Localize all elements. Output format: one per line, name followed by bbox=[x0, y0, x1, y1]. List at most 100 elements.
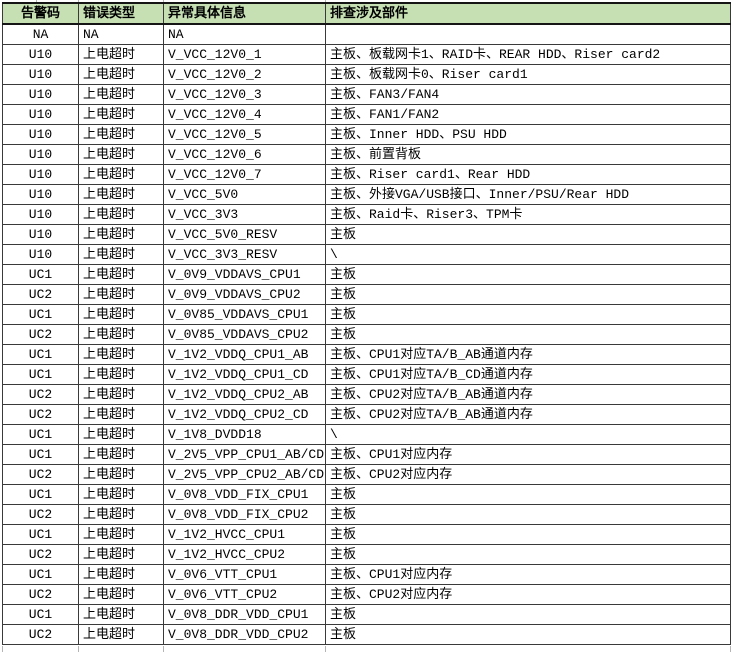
cell-parts[interactable]: 主板 bbox=[325, 224, 731, 245]
cell-parts[interactable]: 主板、CPU1对应内存 bbox=[325, 444, 731, 465]
cell-code[interactable]: UC2 bbox=[2, 624, 79, 645]
cell-type[interactable]: 上电超时 bbox=[78, 144, 164, 165]
cell-code[interactable]: UC2 bbox=[2, 324, 79, 345]
cell-type[interactable]: 上电超时 bbox=[78, 444, 164, 465]
cell-parts[interactable]: 主板、CPU2对应TA/B_AB通道内存 bbox=[325, 384, 731, 405]
cell-type[interactable]: 上电超时 bbox=[78, 384, 164, 405]
cell-parts[interactable]: 主板 bbox=[325, 304, 731, 325]
cell-code[interactable]: UC2 bbox=[2, 584, 79, 605]
cell-detail[interactable]: V_VCC_12V0_6 bbox=[163, 144, 326, 165]
cell-type[interactable]: 上电超时 bbox=[78, 344, 164, 365]
cell-code[interactable]: U10 bbox=[2, 64, 79, 85]
cell-detail[interactable]: V_0V8_VDD_FIX_CPU2 bbox=[163, 504, 326, 525]
cell-type[interactable]: 上电超时 bbox=[78, 524, 164, 545]
cell-type[interactable]: 上电超时 bbox=[78, 124, 164, 145]
cell-type[interactable]: 上电超时 bbox=[78, 624, 164, 645]
cell-detail[interactable]: V_0V8_DDR_VDD_CPU2 bbox=[163, 624, 326, 645]
cell-parts[interactable]: 主板、Riser card1、Rear HDD bbox=[325, 164, 731, 185]
cell-code[interactable]: UC1 bbox=[2, 564, 79, 585]
cell-detail[interactable]: V_1V2_VDDQ_CPU1_AB bbox=[163, 344, 326, 365]
cell-code[interactable]: UC2 bbox=[2, 544, 79, 565]
cell-code[interactable]: UC1 bbox=[2, 484, 79, 505]
cell-parts[interactable]: 主板、FAN1/FAN2 bbox=[325, 104, 731, 125]
cell-type[interactable]: 上电超时 bbox=[78, 84, 164, 105]
cell-parts[interactable]: 主板 bbox=[325, 504, 731, 525]
cell-parts[interactable]: 主板 bbox=[325, 484, 731, 505]
cell-type[interactable]: 上电超时 bbox=[78, 364, 164, 385]
cell-detail[interactable]: V_0V8_DDR_VDD_CPU1 bbox=[163, 604, 326, 625]
cell-parts[interactable]: 主板、CPU1对应内存 bbox=[325, 564, 731, 585]
cell-parts[interactable]: 主板、外接VGA/USB接口、Inner/PSU/Rear HDD bbox=[325, 184, 731, 205]
cell-parts[interactable] bbox=[325, 23, 731, 45]
cell-detail[interactable]: V_1V2_VDDQ_CPU1_CD bbox=[163, 364, 326, 385]
cell-code[interactable]: U10 bbox=[2, 124, 79, 145]
cell-type[interactable]: 上电超时 bbox=[78, 564, 164, 585]
cell-parts[interactable]: 主板 bbox=[325, 264, 731, 285]
cell-parts[interactable]: \ bbox=[325, 424, 731, 445]
cell-parts[interactable]: 主板、CPU1对应TA/B_AB通道内存 bbox=[325, 344, 731, 365]
cell-type[interactable]: 上电超时 bbox=[78, 404, 164, 425]
cell-detail[interactable]: V_2V5_VPP_CPU1_AB/CD bbox=[163, 444, 326, 465]
cell-code[interactable]: UC1 bbox=[2, 424, 79, 445]
cell-detail[interactable]: NA bbox=[163, 23, 326, 45]
cell-code[interactable]: U10 bbox=[2, 44, 79, 65]
cell-code[interactable]: UC1 bbox=[2, 344, 79, 365]
cell-code[interactable]: UC1 bbox=[2, 524, 79, 545]
cell-parts[interactable]: 主板 bbox=[325, 604, 731, 625]
cell-code[interactable]: U10 bbox=[2, 184, 79, 205]
cell-parts[interactable]: 主板 bbox=[325, 624, 731, 645]
col-header-error-type[interactable]: 错误类型 bbox=[78, 2, 164, 25]
col-header-parts[interactable]: 排查涉及部件 bbox=[325, 2, 731, 25]
cell-detail[interactable]: V_0V85_VDDAVS_CPU1 bbox=[163, 304, 326, 325]
cell-parts[interactable]: 主板、CPU2对应内存 bbox=[325, 464, 731, 485]
cell-detail[interactable]: V_0V9_VDDAVS_CPU2 bbox=[163, 284, 326, 305]
cell-code[interactable]: UC1 bbox=[2, 604, 79, 625]
cell-code[interactable]: UC2 bbox=[2, 404, 79, 425]
cell-type[interactable]: 上电超时 bbox=[78, 164, 164, 185]
cell-code[interactable]: NA bbox=[2, 23, 79, 45]
cell-detail[interactable]: V_VCC_3V3_RESV bbox=[163, 244, 326, 265]
cell-type[interactable]: 上电超时 bbox=[78, 324, 164, 345]
cell-type[interactable]: 上电超时 bbox=[78, 244, 164, 265]
cell-detail[interactable]: V_VCC_12V0_3 bbox=[163, 84, 326, 105]
cell-type[interactable]: 上电超时 bbox=[78, 184, 164, 205]
col-header-alarm-code[interactable]: 告警码 bbox=[2, 2, 79, 25]
cell-parts[interactable]: 主板、CPU2对应内存 bbox=[325, 584, 731, 605]
cell-code[interactable]: UC1 bbox=[2, 304, 79, 325]
cell-code[interactable]: U10 bbox=[2, 144, 79, 165]
cell-detail[interactable]: V_0V8_VDD_FIX_CPU1 bbox=[163, 484, 326, 505]
cell-parts[interactable]: 主板、Raid卡、Riser3、TPM卡 bbox=[325, 204, 731, 225]
cell-detail[interactable]: V_0V9_VDDAVS_CPU1 bbox=[163, 264, 326, 285]
cell-type[interactable]: 上电超时 bbox=[78, 544, 164, 565]
cell-type[interactable]: 上电超时 bbox=[78, 424, 164, 445]
cell-detail[interactable]: V_VCC_12V0_1 bbox=[163, 44, 326, 65]
cell-parts[interactable]: 主板、FAN3/FAN4 bbox=[325, 84, 731, 105]
cell-type[interactable]: 上电超时 bbox=[78, 604, 164, 625]
col-header-detail-info[interactable]: 异常具体信息 bbox=[163, 2, 326, 25]
cell-detail[interactable]: V_VCC_5V0_RESV bbox=[163, 224, 326, 245]
cell-detail[interactable]: V_VCC_3V3 bbox=[163, 204, 326, 225]
cell-detail[interactable]: V_VCC_12V0_5 bbox=[163, 124, 326, 145]
cell-parts[interactable]: 主板、CPU1对应TA/B_CD通道内存 bbox=[325, 364, 731, 385]
cell-type[interactable]: 上电超时 bbox=[78, 484, 164, 505]
cell-code[interactable]: U10 bbox=[2, 224, 79, 245]
cell-detail[interactable]: V_1V2_HVCC_CPU1 bbox=[163, 524, 326, 545]
cell-detail[interactable]: V_2V5_VPP_CPU2_AB/CD bbox=[163, 464, 326, 485]
cell-detail[interactable]: V_VCC_12V0_4 bbox=[163, 104, 326, 125]
cell-detail[interactable]: V_1V2_VDDQ_CPU2_AB bbox=[163, 384, 326, 405]
cell-code[interactable]: UC2 bbox=[2, 464, 79, 485]
cell-parts[interactable]: 主板、板载网卡0、Riser card1 bbox=[325, 64, 731, 85]
cell-code[interactable]: U10 bbox=[2, 104, 79, 125]
cell-detail[interactable]: V_1V8_DVDD18 bbox=[163, 424, 326, 445]
cell-type[interactable]: 上电超时 bbox=[78, 64, 164, 85]
cell-type[interactable]: 上电超时 bbox=[78, 284, 164, 305]
cell-code[interactable]: U10 bbox=[2, 204, 79, 225]
cell-code[interactable]: U10 bbox=[2, 164, 79, 185]
cell-detail[interactable]: V_1V2_VDDQ_CPU2_CD bbox=[163, 404, 326, 425]
cell-parts[interactable]: 主板 bbox=[325, 524, 731, 545]
cell-code[interactable]: U10 bbox=[2, 244, 79, 265]
cell-parts[interactable]: 主板、前置背板 bbox=[325, 144, 731, 165]
cell-detail[interactable]: V_VCC_12V0_2 bbox=[163, 64, 326, 85]
cell-detail[interactable]: V_1V2_HVCC_CPU2 bbox=[163, 544, 326, 565]
cell-type[interactable]: 上电超时 bbox=[78, 104, 164, 125]
